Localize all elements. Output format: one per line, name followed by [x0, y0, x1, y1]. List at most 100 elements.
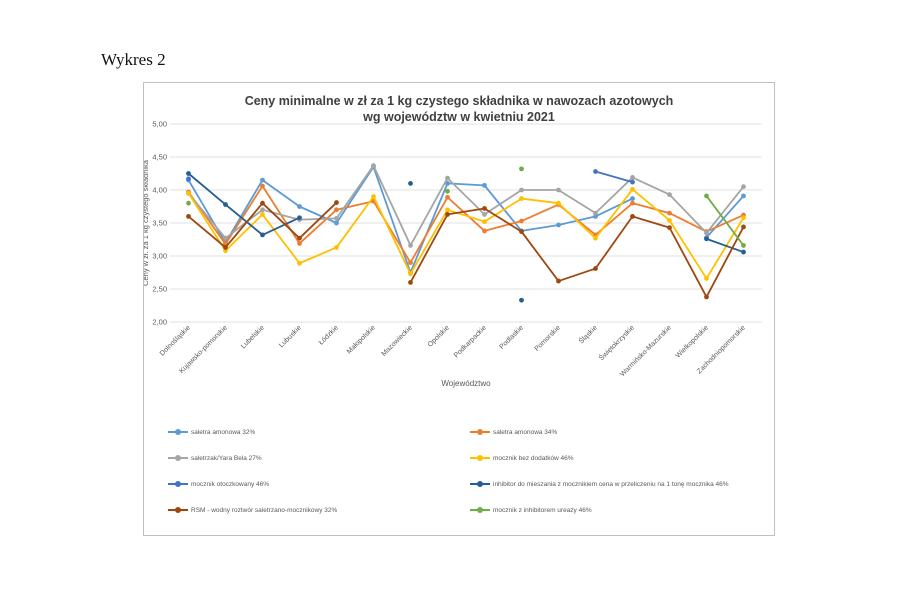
x-tick-label: Świętokrzyskie: [597, 323, 636, 362]
legend-swatch-marker: [477, 429, 483, 435]
data-point: [408, 280, 413, 285]
data-point: [482, 228, 487, 234]
legend-swatch: [168, 428, 188, 436]
x-tick-label: Podkarpackie: [453, 324, 488, 359]
legend-swatch: [168, 480, 188, 488]
series-line: [409, 207, 745, 298]
page-caption: Wykres 2: [101, 50, 166, 69]
data-point: [556, 222, 561, 228]
data-point: [741, 193, 746, 199]
data-point: [260, 183, 265, 189]
data-point: [334, 200, 339, 205]
series-line: [595, 170, 633, 183]
data-point: [482, 182, 487, 188]
legend-swatch: [168, 454, 188, 462]
legend-item: mocznik bez dodatków 46%: [470, 454, 574, 462]
chart-title: Ceny minimalne w zł za 1 kg czystego skł…: [144, 93, 774, 125]
x-tick-label: Pomorskie: [534, 324, 562, 352]
data-point: [667, 192, 672, 198]
data-point: [186, 171, 191, 176]
data-point: [593, 235, 598, 241]
y-tick-label: 3,50: [152, 219, 167, 228]
data-point: [297, 215, 302, 221]
x-tick-label: Dolnośląskie: [159, 324, 192, 357]
legend-swatch-marker: [175, 507, 181, 513]
legend-label: mocznik z inhibitorem ureazy 46%: [493, 506, 592, 514]
data-point: [556, 200, 561, 206]
legend-swatch: [470, 506, 490, 514]
y-tick-label: 3,00: [152, 252, 167, 261]
data-point: [223, 245, 228, 250]
data-point: [704, 230, 709, 236]
y-tick-label: 4,00: [152, 186, 167, 195]
data-point: [630, 175, 635, 180]
data-point: [260, 212, 265, 217]
data-point: [519, 297, 524, 303]
data-point: [408, 243, 413, 248]
data-point: [704, 294, 709, 300]
data-point: [334, 215, 339, 221]
data-point: [593, 169, 598, 174]
x-tick-label: Łódzkie: [318, 324, 340, 346]
data-point: [519, 229, 524, 234]
data-point: [556, 278, 561, 284]
legend-item: inhibitor do mieszania z mocznikiem cena…: [470, 480, 729, 488]
legend-label: saletra amonowa 32%: [191, 428, 256, 436]
data-point: [334, 220, 339, 226]
data-point: [741, 249, 746, 255]
x-tick-label: Lubelskie: [240, 324, 266, 350]
data-point: [334, 245, 339, 250]
legend-label: saletrzak/Yara Bela 27%: [191, 454, 262, 462]
data-point: [297, 260, 302, 266]
series-line: [187, 172, 300, 236]
data-point: [630, 186, 635, 192]
data-point: [223, 235, 228, 241]
data-point: [704, 193, 709, 199]
data-point: [371, 163, 376, 168]
data-point: [445, 194, 450, 200]
data-point: [741, 215, 746, 221]
data-point: [482, 219, 487, 225]
y-tick-label: 5,00: [152, 120, 167, 129]
legend-swatch-marker: [477, 481, 483, 487]
data-point: [630, 214, 635, 219]
data-point: [741, 184, 746, 190]
data-point: [408, 260, 413, 265]
data-point: [371, 194, 376, 199]
data-point: [445, 207, 450, 213]
legend-item: mocznik z inhibitorem ureazy 46%: [470, 506, 592, 514]
data-point: [445, 212, 450, 217]
x-axis-title: Województwo: [441, 379, 491, 388]
data-point: [297, 204, 302, 209]
x-tick-label: Podlaskie: [498, 324, 524, 350]
data-point: [630, 179, 635, 185]
x-tick-label: Wielkopolskie: [675, 324, 710, 359]
data-point: [593, 214, 598, 219]
data-point: [482, 212, 487, 217]
data-point: [223, 248, 228, 254]
data-point: [630, 196, 635, 201]
data-point: [260, 232, 265, 238]
chart-plot: 2,00 2,50 3,00 3,50 4,00 4,50 5,00 Dolnośląskie…: [144, 120, 762, 388]
data-point: [297, 235, 302, 241]
y-tick-label: 2,50: [152, 285, 167, 294]
legend-label: RSM - wodny roztwór saletrzano-mocznikow…: [191, 506, 338, 514]
data-point: [704, 276, 709, 281]
data-point: [704, 236, 709, 242]
data-point: [408, 271, 413, 277]
legend-swatch-marker: [175, 429, 181, 435]
x-tick-label: Śląskie: [577, 323, 599, 345]
x-tick-label: Lubuskie: [278, 324, 303, 349]
y-tick-label: 2,00: [152, 318, 167, 327]
data-point: [667, 217, 672, 223]
series-line: [705, 195, 745, 246]
series-line: [187, 164, 745, 247]
series-line: [706, 237, 744, 253]
legend-label: saletra amonowa 34%: [493, 428, 558, 436]
legend-label: mocznik bez dodatków 46%: [493, 454, 574, 462]
data-point: [445, 175, 450, 181]
data-point: [445, 181, 450, 186]
x-tick-label: Opolskie: [427, 324, 451, 348]
legend-swatch-marker: [477, 455, 483, 461]
data-point: [186, 190, 191, 196]
